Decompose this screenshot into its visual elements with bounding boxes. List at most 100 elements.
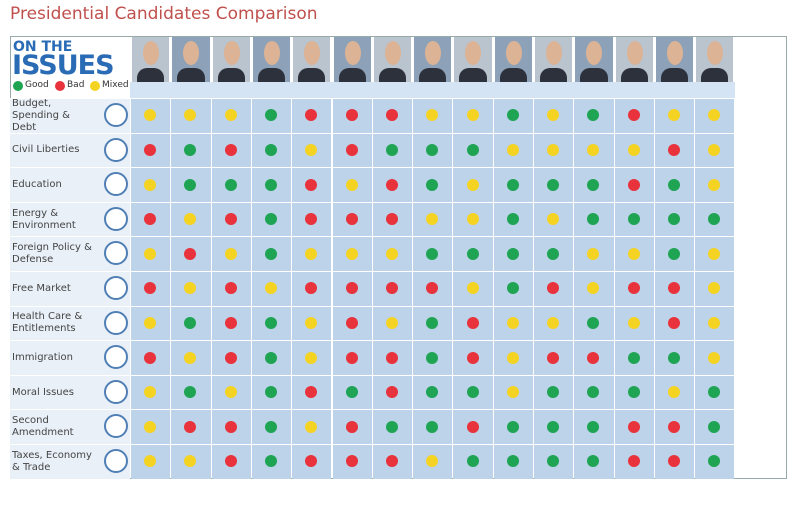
issue-label: Health Care & Entitlements (12, 311, 83, 335)
rating-dot (506, 316, 519, 329)
rating-dot (184, 351, 197, 364)
rating-dot (506, 386, 519, 399)
rating-dot (426, 213, 439, 226)
photo-body (419, 68, 447, 82)
rating-dot (305, 420, 318, 433)
photo-face (626, 41, 643, 65)
issue-icon (104, 137, 128, 162)
rating-dot (305, 213, 318, 226)
rating-dot (587, 316, 600, 329)
rating-dot (466, 455, 479, 468)
rating-dot (184, 455, 197, 468)
rating-dot (547, 178, 560, 191)
photo-body (257, 68, 286, 82)
rating-dot (224, 351, 237, 364)
rating-dot (668, 143, 681, 156)
rating-dot (345, 455, 358, 468)
rating-dot (265, 247, 278, 260)
photo-face (263, 41, 280, 65)
row-divider (10, 98, 735, 99)
legend-label: Good (25, 80, 49, 90)
rating-dot (506, 351, 519, 364)
rating-dot (144, 143, 157, 156)
rating-dot (426, 455, 439, 468)
rating-dot (587, 109, 600, 122)
photo-face (183, 41, 200, 65)
rating-dot (265, 213, 278, 226)
photo-face (666, 41, 683, 65)
issue-icon (104, 241, 128, 266)
row-divider (10, 132, 735, 134)
rating-dot (184, 282, 197, 295)
rating-dot (627, 109, 640, 122)
rating-dot (668, 386, 681, 399)
row-divider (10, 201, 735, 203)
legend-dot (55, 81, 65, 91)
photo-body (177, 68, 205, 82)
issue-label: Education (12, 178, 62, 190)
rating-dot (265, 316, 278, 329)
rating-dot (506, 143, 519, 156)
rating-dot (506, 420, 519, 433)
photo-body (378, 68, 407, 82)
rating-dot (708, 386, 721, 399)
rating-dot (426, 351, 439, 364)
rating-dot (144, 282, 157, 295)
photo-body (137, 68, 165, 82)
rating-dot (385, 455, 398, 468)
photo-face (143, 41, 159, 65)
rating-dot (305, 247, 318, 260)
photo-body (620, 68, 648, 82)
rating-dot (466, 420, 479, 433)
rating-dot (224, 178, 237, 191)
photo-body (499, 68, 527, 82)
legend-label: Mixed (102, 80, 129, 90)
rating-dot (627, 351, 640, 364)
rating-dot (587, 282, 600, 295)
issue-icon (104, 414, 128, 439)
issue-label: Taxes, Economy & Trade (12, 449, 92, 473)
rating-dot (627, 143, 640, 156)
rating-dot (305, 143, 318, 156)
logo-title: ISSUES (12, 50, 115, 81)
rating-dot (506, 213, 519, 226)
rating-dot (506, 178, 519, 191)
rating-dot (345, 178, 358, 191)
rating-dot (184, 316, 197, 329)
row-divider (10, 271, 735, 272)
rating-dot (627, 213, 640, 226)
rating-dot (506, 247, 519, 260)
photo-face (546, 41, 562, 65)
rating-dot (184, 420, 197, 433)
rating-dot (708, 282, 721, 295)
header-strip (130, 82, 735, 98)
rating-dot (627, 455, 640, 468)
issue-label: Foreign Policy & Defense (12, 242, 92, 266)
photo-face (384, 41, 401, 65)
rating-dot (708, 247, 721, 260)
rating-dot (668, 178, 681, 191)
rating-dot (224, 143, 237, 156)
rating-dot (224, 386, 237, 399)
rating-dot (345, 213, 358, 226)
photo-body (217, 68, 245, 82)
rating-dot (426, 178, 439, 191)
rating-dot (265, 455, 278, 468)
rating-dot (265, 351, 278, 364)
rating-dot (224, 213, 237, 226)
rating-dot (587, 178, 600, 191)
rating-dot (265, 109, 278, 122)
rating-dot (345, 247, 358, 260)
issue-icon (104, 172, 128, 197)
rating-dot (144, 109, 157, 122)
rating-dot (547, 386, 560, 399)
issue-label: Budget, Spending & Debt (12, 97, 70, 133)
rating-dot (224, 455, 237, 468)
rating-dot (184, 109, 197, 122)
rating-dot (184, 143, 197, 156)
rating-dot (587, 247, 600, 260)
rating-dot (305, 109, 318, 122)
issue-label: Free Market (12, 282, 71, 294)
rating-dot (627, 386, 640, 399)
